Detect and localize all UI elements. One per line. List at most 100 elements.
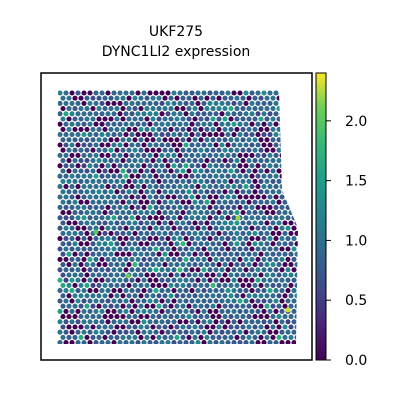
expression-spot: [261, 329, 267, 335]
expression-spot: [264, 334, 270, 340]
expression-spot: [291, 267, 297, 273]
expression-spot: [222, 262, 228, 268]
expression-spot: [246, 324, 252, 330]
expression-spot: [225, 204, 231, 210]
expression-spot: [129, 163, 135, 169]
expression-spot: [168, 220, 174, 226]
expression-spot: [81, 288, 87, 294]
expression-spot: [189, 288, 195, 294]
expression-spot: [96, 116, 102, 122]
expression-spot: [117, 184, 123, 190]
expression-spot: [243, 215, 249, 221]
expression-spot: [156, 158, 162, 164]
expression-spot: [255, 184, 261, 190]
expression-spot: [81, 340, 87, 344]
expression-spot: [87, 225, 93, 231]
expression-spot: [177, 90, 183, 96]
expression-spot: [105, 236, 111, 242]
expression-spot: [105, 215, 111, 221]
expression-spot: [237, 340, 243, 344]
expression-spot: [162, 220, 168, 226]
expression-spot: [135, 152, 141, 158]
expression-spot: [99, 225, 105, 231]
expression-spot: [135, 194, 141, 200]
expression-spot: [57, 298, 63, 304]
expression-spot: [210, 126, 216, 132]
expression-spot: [75, 163, 81, 169]
expression-spot: [120, 293, 126, 299]
expression-spot: [243, 111, 249, 117]
expression-spot: [237, 319, 243, 325]
expression-spot: [213, 246, 219, 252]
expression-spot: [264, 220, 270, 226]
expression-spot: [141, 163, 147, 169]
expression-spot: [120, 324, 126, 330]
expression-spot: [180, 137, 186, 143]
expression-spot: [291, 277, 297, 283]
expression-spot: [249, 246, 255, 252]
expression-spot: [84, 199, 90, 205]
expression-spot: [216, 116, 222, 122]
expression-spot: [168, 230, 174, 236]
expression-spot: [225, 194, 231, 200]
expression-spot: [258, 334, 264, 340]
expression-spot: [228, 314, 234, 320]
expression-spot: [81, 100, 87, 106]
expression-spot: [57, 90, 63, 96]
expression-spot: [171, 204, 177, 210]
expression-spot: [270, 178, 276, 184]
expression-spot: [186, 189, 192, 195]
expression-spot: [123, 236, 129, 242]
expression-spot: [165, 215, 171, 221]
expression-spot: [219, 204, 225, 210]
expression-spot: [213, 225, 219, 231]
expression-spot: [114, 334, 120, 340]
expression-spot: [108, 314, 114, 320]
expression-spot: [69, 163, 75, 169]
expression-spot: [174, 168, 180, 174]
expression-spot: [144, 293, 150, 299]
expression-spot: [165, 267, 171, 273]
expression-spot: [120, 241, 126, 247]
expression-spot: [123, 308, 129, 314]
expression-spot: [186, 230, 192, 236]
expression-spot: [72, 178, 78, 184]
expression-spot: [264, 168, 270, 174]
expression-spot: [204, 262, 210, 268]
expression-spot: [57, 100, 63, 106]
expression-spot: [159, 152, 165, 158]
expression-spot: [69, 132, 75, 138]
expression-spot: [264, 178, 270, 184]
expression-spot: [69, 204, 75, 210]
expression-spot: [147, 152, 153, 158]
expression-spot: [171, 340, 177, 344]
expression-spot: [249, 100, 255, 106]
expression-spot: [108, 293, 114, 299]
expression-spot: [75, 236, 81, 242]
expression-spot: [123, 121, 129, 127]
expression-spot: [267, 340, 273, 344]
expression-spot: [288, 314, 294, 320]
expression-spot: [132, 199, 138, 205]
expression-spot: [204, 324, 210, 330]
expression-spot: [99, 215, 105, 221]
expression-spot: [195, 152, 201, 158]
expression-spot: [282, 303, 288, 309]
expression-spot: [66, 303, 72, 309]
expression-spot: [108, 178, 114, 184]
expression-spot: [75, 184, 81, 190]
expression-spot: [240, 178, 246, 184]
expression-spot: [267, 288, 273, 294]
expression-spot: [261, 184, 267, 190]
expression-spot: [138, 137, 144, 143]
expression-spot: [180, 147, 186, 153]
expression-spot: [177, 204, 183, 210]
expression-spot: [231, 277, 237, 283]
expression-spot: [240, 272, 246, 278]
expression-spot: [255, 236, 261, 242]
expression-spot: [219, 298, 225, 304]
expression-spot: [264, 293, 270, 299]
expression-spot: [126, 158, 132, 164]
expression-spot: [138, 158, 144, 164]
expression-spot: [204, 303, 210, 309]
